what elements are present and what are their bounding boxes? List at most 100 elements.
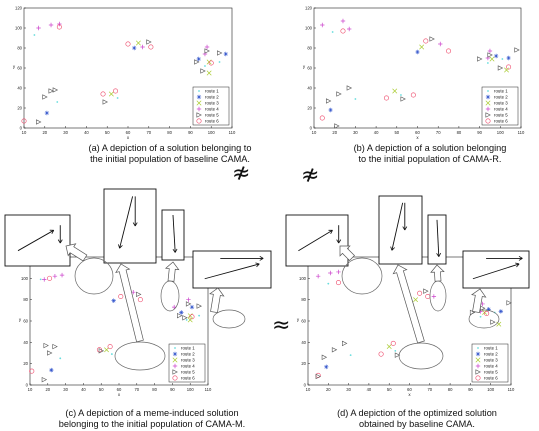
x-tick-label: 30 bbox=[346, 387, 351, 392]
data-point bbox=[504, 67, 509, 73]
data-point bbox=[410, 92, 416, 98]
legend-marker bbox=[196, 106, 202, 112]
highlight-ellipse bbox=[212, 309, 246, 329]
legend-marker bbox=[475, 369, 481, 375]
data-point bbox=[177, 312, 183, 319]
data-point bbox=[102, 99, 108, 105]
data-point bbox=[47, 275, 53, 281]
data-point bbox=[327, 282, 330, 285]
data-point bbox=[49, 367, 54, 373]
arrow-head bbox=[515, 262, 520, 268]
data-point bbox=[48, 22, 54, 28]
data-point bbox=[497, 65, 504, 71]
x-tick-label: 60 bbox=[117, 387, 122, 392]
x-axis-label: x bbox=[118, 392, 121, 397]
y-tick-label: 20 bbox=[17, 106, 22, 111]
data-point bbox=[431, 294, 437, 299]
data-point bbox=[331, 31, 334, 33]
data-point bbox=[446, 48, 452, 54]
data-point bbox=[336, 91, 342, 97]
data-point bbox=[185, 301, 192, 307]
pointer-arrow bbox=[339, 245, 355, 261]
y-axis-label: y bbox=[303, 64, 306, 69]
caption-d: (d) A depiction of the optimized solutio… bbox=[322, 408, 512, 430]
data-point bbox=[39, 278, 42, 281]
legend-entry: route 2 bbox=[181, 352, 195, 357]
pointer-arrow bbox=[430, 264, 445, 282]
arrow-head bbox=[172, 248, 178, 253]
legend-entry: route 1 bbox=[494, 89, 508, 94]
x-tick-label: 70 bbox=[427, 387, 432, 392]
legend-entry: route 2 bbox=[494, 95, 508, 100]
data-point bbox=[415, 49, 420, 55]
x-tick-label: 50 bbox=[394, 130, 399, 135]
data-point bbox=[315, 373, 322, 380]
pointer-arrow bbox=[65, 243, 88, 262]
data-point bbox=[33, 34, 36, 36]
data-point bbox=[52, 274, 58, 279]
caption-a-line1: (a) A depiction of a solution belonging … bbox=[88, 143, 252, 153]
legend-marker bbox=[485, 100, 491, 106]
data-point bbox=[146, 39, 152, 45]
data-point bbox=[506, 55, 511, 61]
data-point bbox=[136, 291, 142, 298]
legend-entry: route 5 bbox=[181, 370, 195, 375]
data-point bbox=[501, 58, 504, 60]
caption-b: (b) A depiction of a solution belonging … bbox=[340, 143, 520, 165]
x-tick-label: 90 bbox=[170, 387, 175, 392]
data-point bbox=[493, 53, 499, 59]
highlight-ellipse bbox=[398, 342, 444, 370]
data-point bbox=[204, 44, 210, 50]
legend-entry: route 3 bbox=[484, 358, 498, 363]
x-tick-label: 80 bbox=[457, 130, 462, 135]
x-tick-label: 90 bbox=[477, 130, 482, 135]
highlight-ellipse bbox=[74, 257, 114, 295]
data-point bbox=[113, 88, 119, 94]
x-tick-label: 70 bbox=[436, 130, 441, 135]
legend-marker bbox=[475, 375, 481, 381]
data-point bbox=[42, 94, 48, 100]
data-point bbox=[506, 64, 512, 70]
legend-entry: route 6 bbox=[205, 119, 219, 124]
zoom-frame bbox=[285, 214, 349, 267]
y-axis-label: y bbox=[297, 317, 300, 322]
legend-entry: route 3 bbox=[205, 101, 219, 106]
data-point bbox=[186, 297, 191, 302]
y-tick-label: 0 bbox=[310, 126, 313, 131]
caption-c-line1: (c) A depiction of a meme-induced soluti… bbox=[65, 408, 239, 418]
data-point bbox=[328, 270, 333, 276]
x-tick-label: 80 bbox=[448, 387, 453, 392]
y-tick-label: 80 bbox=[23, 297, 28, 302]
data-point bbox=[21, 118, 27, 124]
data-point bbox=[383, 95, 389, 101]
legend-entry: route 6 bbox=[494, 119, 508, 124]
data-point bbox=[47, 350, 53, 356]
y-tick-label: 60 bbox=[17, 66, 22, 71]
legend-marker bbox=[196, 112, 202, 118]
data-point bbox=[100, 91, 106, 97]
x-tick-label: 30 bbox=[353, 130, 358, 135]
legend-marker bbox=[174, 347, 176, 349]
data-point bbox=[390, 340, 396, 346]
legend-marker bbox=[172, 375, 178, 381]
data-point bbox=[342, 340, 348, 347]
x-tick-label: 100 bbox=[187, 387, 195, 392]
zoom-frame bbox=[378, 195, 423, 265]
data-point bbox=[340, 18, 346, 24]
data-point bbox=[189, 314, 195, 320]
y-tick-label: 0 bbox=[304, 383, 307, 388]
x-tick-label: 100 bbox=[208, 130, 216, 135]
legend-entry: route 2 bbox=[484, 352, 498, 357]
data-point bbox=[349, 354, 352, 357]
y-tick-label: 20 bbox=[301, 361, 306, 366]
plot-panel-a: 10 20 30 40 50 60 70 80 90 100 110 0 20 40 60 80 100 120 x… bbox=[13, 6, 236, 141]
data-point bbox=[340, 28, 346, 34]
legend-entry: route 5 bbox=[494, 113, 508, 118]
y-tick-label: 120 bbox=[15, 6, 23, 11]
data-point bbox=[487, 48, 493, 54]
data-point bbox=[315, 274, 321, 279]
data-point bbox=[208, 60, 214, 66]
data-point bbox=[98, 348, 105, 354]
